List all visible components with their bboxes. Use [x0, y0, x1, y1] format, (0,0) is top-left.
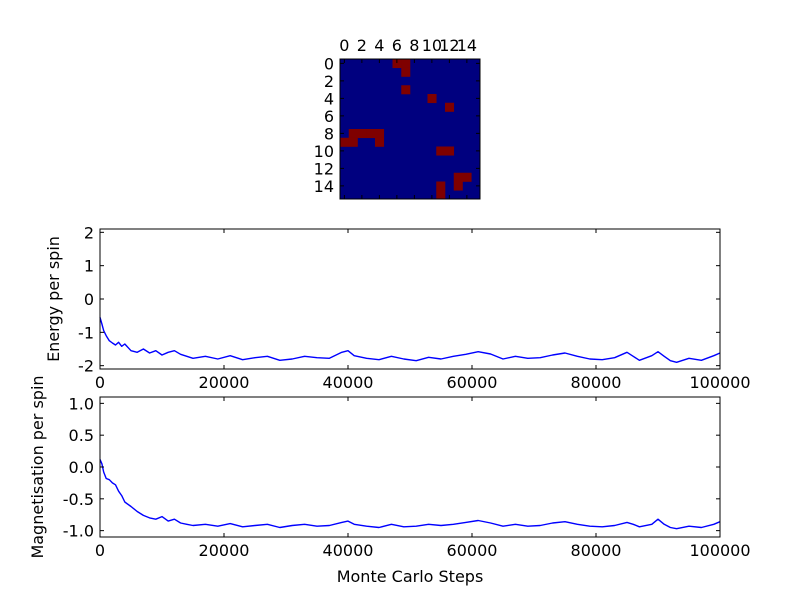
- y-tick-label: 1: [84, 257, 94, 276]
- y-tick-label: 2: [84, 223, 94, 242]
- heatmap-cell: [340, 137, 350, 147]
- y-tick-label: 1.0: [69, 394, 94, 413]
- heatmap-xtick-label: 6: [392, 36, 402, 55]
- heatmap-cell: [453, 172, 463, 182]
- x-tick-label: 60000: [447, 373, 498, 392]
- heatmap-ytick-label: 6: [324, 107, 334, 126]
- heatmap-ytick-label: 8: [324, 124, 334, 143]
- series-line: [99, 317, 721, 363]
- heatmap-cell: [348, 137, 358, 147]
- x-tick-label: 40000: [323, 541, 374, 560]
- heatmap-frame: [339, 58, 481, 200]
- heatmap-cell: [375, 137, 385, 147]
- x-axis-label: Monte Carlo Steps: [337, 567, 484, 586]
- energy-plot: 0 20000 40000 60000 80000 100000 -2 -1 0 1 2 Energy…: [44, 223, 751, 392]
- x-tick-label: 100000: [689, 373, 750, 392]
- heatmap-cell: [462, 172, 472, 182]
- x-tick-label: 0: [95, 541, 105, 560]
- y-tick-label: 0.0: [69, 458, 94, 477]
- y-tick-label: -1.0: [63, 522, 94, 541]
- y-tick-label: -2: [78, 357, 94, 376]
- x-tick-label: 20000: [199, 541, 250, 560]
- y-axis-label: Magnetisation per spin: [28, 375, 47, 558]
- x-tick-label: 40000: [323, 373, 374, 392]
- heatmap-cell: [401, 85, 411, 95]
- x-tick-label: 60000: [447, 541, 498, 560]
- heatmap-cell: [401, 67, 411, 77]
- heatmap-xtick-label: 8: [409, 36, 419, 55]
- heatmap-ytick-label: 12: [314, 159, 334, 178]
- y-tick-label: 0.5: [69, 426, 94, 445]
- heatmap-cell: [445, 102, 455, 112]
- heatmap-cell: [453, 181, 463, 191]
- heatmap-xtick-label: 14: [457, 36, 477, 55]
- heatmap-xtick-label: 10: [422, 36, 442, 55]
- x-tick-label: 20000: [199, 373, 250, 392]
- heatmap-xtick-label: 4: [374, 36, 384, 55]
- heatmap-ytick-label: 4: [324, 89, 334, 108]
- heatmap-cell: [427, 94, 437, 104]
- heatmap-ytick-label: 2: [324, 72, 334, 91]
- heatmap-cell: [445, 146, 455, 156]
- heatmap-cell: [375, 129, 385, 139]
- series-line: [99, 459, 721, 530]
- plot-area: [100, 229, 720, 369]
- heatmap-cell: [348, 129, 358, 139]
- heatmap-cell: [366, 129, 376, 139]
- x-tick-label: 80000: [571, 541, 622, 560]
- magnetisation-plot: 0 20000 40000 60000 80000 100000 -1.0 -0.5 0.0 0.…: [28, 375, 751, 586]
- x-tick-label: 100000: [689, 541, 750, 560]
- y-tick-label: -0.5: [63, 490, 94, 509]
- heatmap-cell: [436, 181, 446, 191]
- y-axis-label: Energy per spin: [44, 236, 63, 362]
- heatmap-xtick-label: 2: [357, 36, 367, 55]
- x-tick-label: 80000: [571, 373, 622, 392]
- y-tick-label: -1: [78, 323, 94, 342]
- heatmap-ytick-label: 10: [314, 142, 334, 161]
- heatmap-cell: [436, 146, 446, 156]
- heatmap-cell: [436, 190, 446, 200]
- heatmap-cell: [392, 59, 402, 69]
- y-tick-label: 0: [84, 290, 94, 309]
- heatmap-ytick-label: 14: [314, 177, 334, 196]
- x-tick-label: 0: [95, 373, 105, 392]
- heatmap-cell: [357, 129, 367, 139]
- heatmap-xtick-label: 0: [339, 36, 349, 55]
- heatmap-cell: [401, 59, 411, 69]
- heatmap-ytick-label: 0: [324, 54, 334, 73]
- heatmap-xtick-label: 12: [439, 36, 459, 55]
- plot-area: [100, 397, 720, 537]
